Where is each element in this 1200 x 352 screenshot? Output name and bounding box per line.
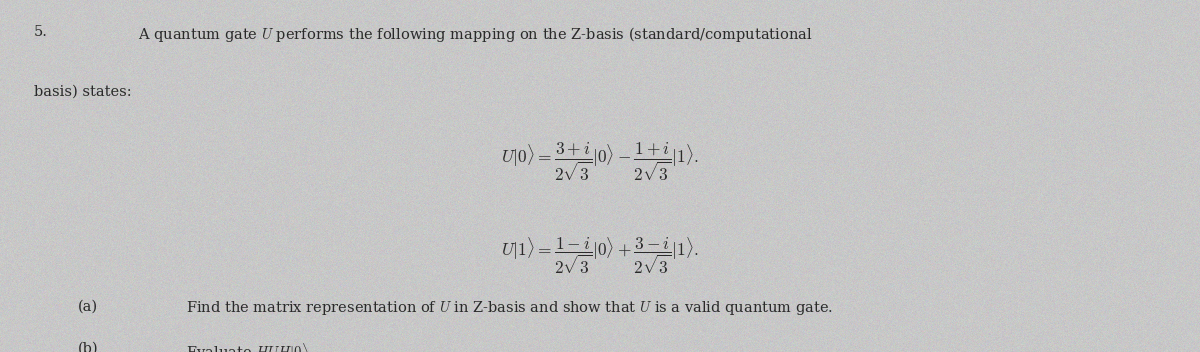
Text: Evaluate $HUH|0\rangle$.: Evaluate $HUH|0\rangle$. bbox=[186, 341, 313, 352]
Text: (b): (b) bbox=[78, 341, 98, 352]
Text: (a): (a) bbox=[78, 299, 98, 313]
Text: Find the matrix representation of $U$ in Z-basis and show that $U$ is a valid qu: Find the matrix representation of $U$ in… bbox=[186, 299, 833, 317]
Text: $U|1\rangle = \dfrac{1-i}{2\sqrt{3}}|0\rangle + \dfrac{3-i}{2\sqrt{3}}|1\rangle.: $U|1\rangle = \dfrac{1-i}{2\sqrt{3}}|0\r… bbox=[502, 236, 698, 276]
Text: 5.: 5. bbox=[34, 25, 48, 39]
Text: basis) states:: basis) states: bbox=[34, 84, 131, 99]
Text: A quantum gate $\mathit{U}$ performs the following mapping on the Z-basis (stand: A quantum gate $\mathit{U}$ performs the… bbox=[138, 25, 812, 44]
Text: $U|0\rangle = \dfrac{3+i}{2\sqrt{3}}|0\rangle - \dfrac{1+i}{2\sqrt{3}}|1\rangle.: $U|0\rangle = \dfrac{3+i}{2\sqrt{3}}|0\r… bbox=[502, 141, 698, 183]
